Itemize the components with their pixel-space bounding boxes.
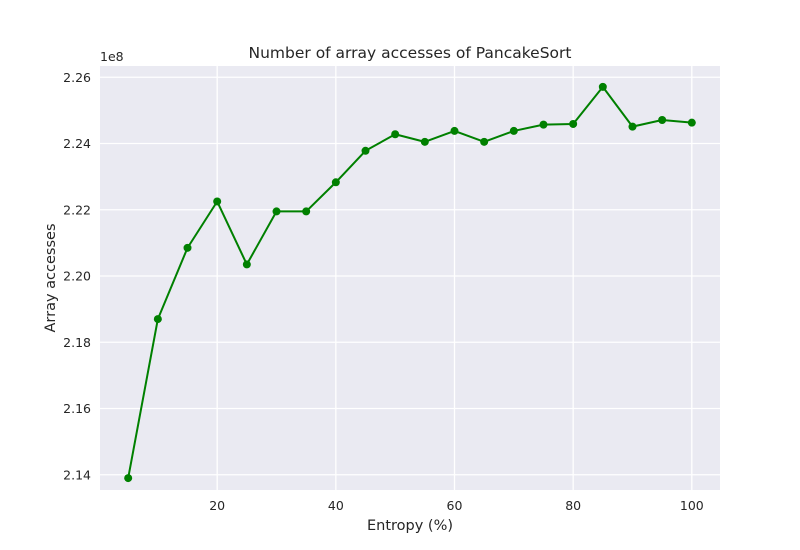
y-tick-label: 2.22: [63, 202, 91, 217]
data-point: [331, 178, 340, 187]
data-point: [658, 115, 667, 124]
plot-background: [100, 66, 720, 490]
data-point: [302, 207, 311, 216]
y-tick-label: 2.18: [63, 335, 91, 350]
data-point: [598, 82, 607, 91]
y-tick-label: 2.14: [63, 467, 91, 482]
data-point: [213, 197, 222, 206]
grid-lines: [100, 66, 720, 490]
y-axis-ticks: 2.14 2.16 2.18 2.20 2.22 2.24 2.26: [63, 70, 91, 483]
data-point: [480, 137, 489, 146]
x-axis-ticks: 20 40 60 80 100: [209, 498, 704, 513]
x-tick-label: 100: [680, 498, 704, 513]
y-axis-label: Array accesses: [43, 224, 59, 333]
data-point: [539, 120, 548, 129]
x-tick-label: 20: [209, 498, 225, 513]
y-tick-label: 2.26: [63, 70, 91, 85]
y-offset-label: 1e8: [100, 49, 124, 64]
chart-title: Number of array accesses of PancakeSort: [249, 44, 572, 62]
y-tick-label: 2.20: [63, 269, 91, 284]
data-point: [420, 137, 429, 146]
data-point: [628, 122, 637, 131]
data-point: [509, 126, 518, 135]
x-tick-label: 40: [328, 498, 344, 513]
data-point: [183, 243, 192, 252]
data-point: [272, 207, 281, 216]
series-line: [127, 85, 692, 479]
data-point: [153, 315, 162, 324]
data-point: [242, 260, 251, 269]
y-tick-label: 2.16: [63, 401, 91, 416]
data-point: [569, 119, 578, 128]
x-axis-label: Entropy (%): [367, 518, 453, 534]
data-point: [124, 474, 133, 483]
data-point: [391, 130, 400, 139]
x-tick-label: 60: [447, 498, 463, 513]
series-layer: [124, 82, 696, 483]
data-point: [361, 146, 370, 155]
y-tick-label: 2.24: [63, 136, 91, 151]
x-tick-label: 80: [565, 498, 581, 513]
data-point: [450, 126, 459, 135]
data-point: [687, 118, 696, 127]
